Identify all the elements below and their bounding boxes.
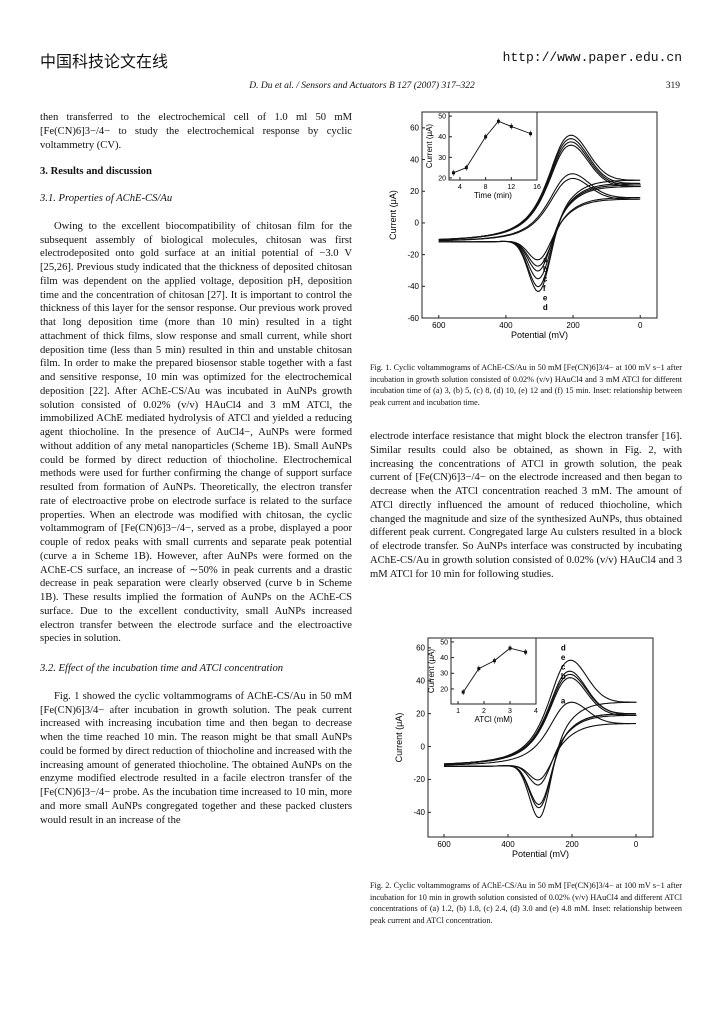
- curve-label-f: f: [543, 284, 546, 293]
- x-tick-label: 400: [501, 840, 515, 849]
- y-tick-label: 0: [415, 219, 420, 228]
- y-tick-label: 40: [440, 655, 448, 662]
- curve-label-e: e: [543, 293, 548, 302]
- x-tick-label: 3: [508, 708, 512, 715]
- x-tick-label: 8: [484, 184, 488, 191]
- plot-frame: [427, 637, 654, 838]
- paragraph: Fig. 1 showed the cyclic voltammograms o…: [40, 690, 352, 826]
- y-tick-label: 40: [416, 677, 425, 686]
- y-axis-label: Current (μA): [388, 190, 398, 240]
- inset-frame: [450, 637, 537, 705]
- y-tick-label: 50: [440, 639, 448, 646]
- x-tick-label: 12: [507, 184, 515, 191]
- figure-2-chart: 600 400 200 0 -40 -20 0 20 40 60 Potential (mV) Cur…: [394, 637, 654, 859]
- inset-curve: [453, 120, 531, 174]
- y-tick-label: 60: [410, 124, 419, 133]
- site-title: 中国科技论文在线: [40, 52, 169, 71]
- y-tick-label: -40: [407, 282, 419, 291]
- x-tick-label: 4: [534, 708, 538, 715]
- cv-curve-a: [444, 701, 636, 781]
- y-tick-label: 20: [440, 686, 448, 693]
- curve-label-d: d: [543, 303, 548, 312]
- y-tick-label: 40: [410, 155, 419, 164]
- figure-2-caption: Fig. 2. Cyclic voltammograms of AChE-CS/…: [370, 881, 682, 925]
- right-column: electrode interface resistance that migh…: [370, 430, 682, 581]
- y-tick-label: 20: [410, 187, 419, 196]
- paragraph: electrode interface resistance that migh…: [370, 431, 682, 580]
- x-tick-label: 600: [432, 321, 446, 330]
- paragraph: then transferred to the electrochemical …: [40, 112, 352, 151]
- x-axis-label: Potential (mV): [511, 330, 568, 340]
- cv-curve-d: [444, 659, 637, 819]
- y-tick-label: 30: [438, 155, 446, 162]
- y-axis-label: Current (μA): [394, 713, 404, 763]
- y-axis-label: Current (μA): [427, 649, 436, 694]
- x-tick-label: 0: [634, 840, 639, 849]
- y-tick-label: 40: [438, 134, 446, 141]
- y-axis-label: Current (μA): [425, 124, 434, 169]
- curve-label-a: a: [561, 696, 566, 705]
- running-head: D. Du et al. / Sensors and Actuators B 1…: [249, 81, 475, 91]
- x-axis-label: Potential (mV): [512, 849, 569, 859]
- y-tick-label: -20: [407, 250, 419, 259]
- site-url[interactable]: http://www.paper.edu.cn: [502, 50, 682, 65]
- curve-label-e: e: [561, 653, 566, 662]
- x-tick-label: 200: [565, 840, 579, 849]
- curve-label-c: c: [561, 662, 566, 671]
- y-tick-label: 60: [416, 644, 425, 653]
- y-tick-label: 50: [438, 114, 446, 121]
- curve-label-d: d: [561, 643, 566, 652]
- subsection-heading: 3.2. Effect of the incubation time and A…: [40, 663, 284, 674]
- figure-1-chart: 600 400 200 0 -60 -40 -20 0 20 40 60 Potential (mV)…: [388, 111, 658, 340]
- y-tick-label: 20: [438, 175, 446, 182]
- curve-label-b: b: [543, 265, 548, 274]
- x-tick-label: 4: [458, 184, 462, 191]
- x-tick-label: 16: [533, 184, 541, 191]
- y-tick-label: -60: [407, 314, 419, 323]
- x-axis-label: ATCl (mM): [474, 715, 512, 724]
- x-tick-label: 1: [456, 708, 460, 715]
- y-tick-label: -20: [413, 775, 425, 784]
- plot-frame: [421, 111, 658, 319]
- paragraph: Owing to the excellent biocompatibility …: [40, 220, 352, 645]
- curve-label-a: a: [543, 255, 548, 264]
- left-column: then transferred to the electrochemical …: [40, 111, 352, 827]
- curve-label-b: b: [561, 672, 566, 681]
- x-tick-label: 400: [499, 321, 513, 330]
- page-number: 319: [665, 81, 680, 91]
- cv-curve-d: [438, 134, 641, 292]
- figure-1-caption: Fig. 1. Cyclic voltammograms of AChE-CS/…: [370, 363, 682, 407]
- y-tick-label: 20: [416, 709, 425, 718]
- curve-label-c: c: [543, 274, 548, 283]
- section-heading: 3. Results and discussion: [40, 166, 152, 178]
- x-tick-label: 2: [482, 708, 486, 715]
- x-tick-label: 200: [566, 321, 580, 330]
- y-tick-label: -40: [413, 808, 425, 817]
- y-tick-label: 0: [421, 742, 426, 751]
- subsection-heading: 3.1. Properties of AChE-CS/Au: [40, 193, 173, 204]
- x-tick-label: 0: [638, 321, 643, 330]
- inset-frame: [448, 111, 538, 181]
- y-tick-label: 30: [440, 671, 448, 678]
- x-tick-label: 600: [437, 840, 451, 849]
- x-axis-label: Time (min): [474, 191, 512, 200]
